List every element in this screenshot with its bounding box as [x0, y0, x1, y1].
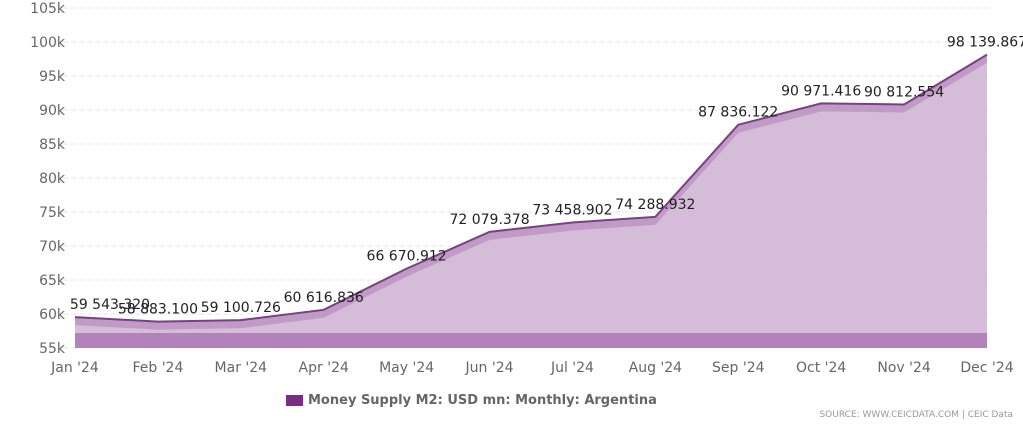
- data-label: 74 288.932: [615, 197, 695, 213]
- legend-label: Money Supply M2: USD mn: Monthly: Argent…: [308, 393, 657, 408]
- y-tick-label: 65k: [39, 273, 66, 289]
- data-label: 72 079.378: [449, 212, 529, 228]
- x-tick-label: Jun '24: [465, 360, 514, 376]
- x-tick-label: Sep '24: [712, 360, 765, 376]
- area-chart: 55k 60k 65k 70k 75k 80k 85k 90k 95k 100k 105k Jan '…: [30, 1, 1023, 376]
- legend-swatch: [286, 395, 303, 406]
- x-tick-label: Dec '24: [960, 360, 1013, 376]
- x-tick-label: Apr '24: [299, 360, 349, 376]
- area-base: [75, 333, 987, 348]
- y-tick-label: 75k: [39, 205, 66, 221]
- data-label: 59 543.320: [70, 297, 150, 313]
- y-tick-label: 80k: [39, 171, 66, 187]
- data-label: 58 883.100: [118, 302, 198, 318]
- y-tick-label: 95k: [39, 69, 66, 85]
- series-line: [74, 53, 988, 323]
- source-credit: SOURCE: WWW.CEICDATA.COM | CEIC Data: [819, 410, 1013, 420]
- x-tick-label: May '24: [379, 360, 434, 376]
- y-tick-label: 55k: [39, 341, 66, 357]
- data-label: 73 458.902: [532, 202, 612, 218]
- x-tick-label: Jan '24: [50, 360, 99, 376]
- y-tick-label: 105k: [30, 1, 66, 17]
- y-tick-label: 90k: [39, 103, 66, 119]
- y-tick-label: 85k: [39, 137, 66, 153]
- x-tick-label: Nov '24: [877, 360, 931, 376]
- y-tick-label: 70k: [39, 239, 66, 255]
- data-label: 87 836.122: [698, 105, 778, 121]
- x-tick-label: Jul '24: [550, 360, 594, 376]
- data-label: 59 100.726: [201, 300, 281, 316]
- data-label: 66 670.912: [367, 249, 447, 265]
- data-label: 98 139.867: [947, 35, 1023, 51]
- data-label: 60 616.836: [284, 290, 364, 306]
- area-fill: [75, 62, 987, 349]
- x-tick-label: Aug '24: [629, 360, 683, 376]
- y-tick-label: 60k: [39, 307, 66, 323]
- legend[interactable]: Money Supply M2: USD mn: Monthly: Argent…: [286, 393, 657, 408]
- x-tick-label: Feb '24: [132, 360, 183, 376]
- data-label: 90 812.554: [864, 84, 944, 100]
- y-tick-label: 100k: [30, 35, 66, 51]
- data-label: 90 971.416: [781, 83, 861, 99]
- x-tick-label: Oct '24: [796, 360, 846, 376]
- x-tick-label: Mar '24: [215, 360, 268, 376]
